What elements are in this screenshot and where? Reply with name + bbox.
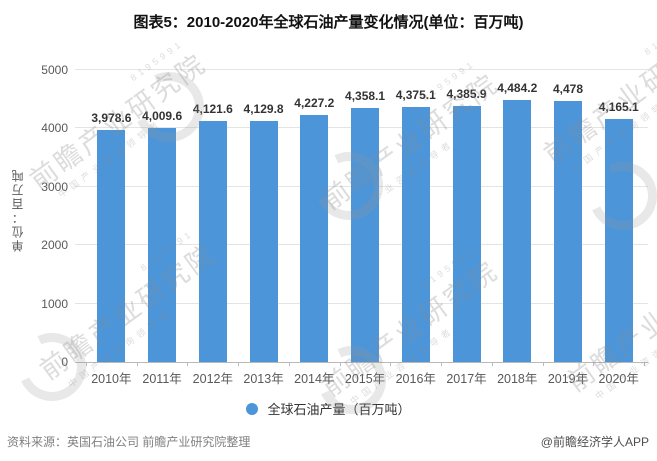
gridline <box>75 69 648 70</box>
bar-value-label: 4,121.6 <box>192 102 233 117</box>
axis-tick <box>390 362 392 366</box>
bar-slot: 3,978.6 <box>86 70 137 362</box>
bar-slot: 4,375.1 <box>390 70 441 362</box>
bar-slot: 4,484.2 <box>492 70 543 362</box>
bar <box>97 129 126 362</box>
bar <box>249 120 278 362</box>
bar <box>300 115 329 362</box>
axis-tick <box>441 362 443 366</box>
y-tick-label: 2000 <box>41 238 68 253</box>
bar <box>503 100 532 362</box>
x-tick-label: 2014年 <box>294 372 335 386</box>
x-tick-label: 2019年 <box>547 372 589 386</box>
bar <box>604 118 633 362</box>
y-tick-label: 5000 <box>41 63 68 77</box>
x-tick-label: 2016年 <box>395 372 436 386</box>
bar-value-label: 4,227.2 <box>294 96 335 111</box>
chart-title: 图表5：2010-2020年全球石油产量变化情况(单位：百万吨) <box>133 14 524 31</box>
legend-marker-icon <box>246 402 259 415</box>
legend-label: 全球石油产量（百万吨） <box>267 402 411 417</box>
axis-tick <box>136 362 138 366</box>
y-tick-label: 1000 <box>41 296 68 311</box>
x-tick-label: 2011年 <box>142 372 182 386</box>
bar-value-label: 3,978.6 <box>91 110 132 125</box>
bar-value-label: 4,009.6 <box>142 108 183 123</box>
x-tick-label: 2010年 <box>91 372 132 386</box>
legend: 全球石油产量（百万吨） <box>0 399 657 418</box>
axis-tick <box>86 362 87 366</box>
bar <box>401 106 430 362</box>
bar <box>452 105 481 362</box>
x-tick-label: 2013年 <box>243 372 284 386</box>
bar-slot: 4,129.8 <box>238 70 289 362</box>
axis-tick <box>187 362 189 366</box>
y-axis-labels: 0 1000 2000 3000 4000 5000 <box>0 63 68 369</box>
bar-value-label: 4,358.1 <box>345 88 386 103</box>
bar <box>553 100 582 362</box>
axis-tick <box>238 362 240 366</box>
x-tick-label: 2018年 <box>497 372 538 386</box>
x-tick-label: 2017年 <box>446 372 487 386</box>
bar-value-label: 4,129.8 <box>243 101 284 116</box>
bar <box>351 107 380 362</box>
y-tick-label: 4000 <box>41 121 68 136</box>
bar-value-label: 4,385.9 <box>446 86 487 101</box>
source-note: 资料来源：英国石油公司 前瞻产业研究院整理 <box>7 435 251 449</box>
bar <box>198 121 227 362</box>
bars: 3,978.6 4,009.6 4,121.6 4,129.8 4,227.2 4,358… <box>86 70 645 366</box>
axis-tick <box>593 362 595 366</box>
bar-slot: 4,478 <box>543 70 594 362</box>
bar-value-label: 4,375.1 <box>395 87 436 102</box>
bar-slot: 4,358.1 <box>340 70 391 362</box>
axis-tick <box>644 362 645 366</box>
axis-tick <box>491 362 493 366</box>
credit-note: @前瞻经济学人APP <box>540 435 649 449</box>
bar-slot: 4,121.6 <box>187 70 238 362</box>
x-axis-labels: 2010年 2011年 2012年 2013年 2014年 2015年 2016年 2017年… <box>86 368 644 387</box>
bar-slot: 4,385.9 <box>441 70 492 362</box>
bar-value-label: 4,165.1 <box>598 99 639 114</box>
bar-slot: 4,227.2 <box>289 70 340 362</box>
y-tick-label: 3000 <box>41 179 68 194</box>
bar-value-label: 4,484.2 <box>497 81 538 96</box>
plot-area: 3,978.6 4,009.6 4,121.6 4,129.8 4,227.2 4,358… <box>75 69 648 366</box>
bar-value-label: 4,478 <box>552 81 583 96</box>
bar-slot: 4,165.1 <box>593 70 644 362</box>
axis-tick <box>542 362 544 366</box>
x-tick-label: 2020年 <box>598 372 639 386</box>
bar-slot: 4,009.6 <box>137 70 188 362</box>
x-tick-label: 2012年 <box>192 372 233 386</box>
axis-tick <box>288 362 290 366</box>
bar <box>148 127 177 362</box>
x-tick-label: 2015年 <box>344 372 386 386</box>
axis-tick <box>339 362 341 366</box>
y-tick-label: 0 <box>61 355 68 369</box>
